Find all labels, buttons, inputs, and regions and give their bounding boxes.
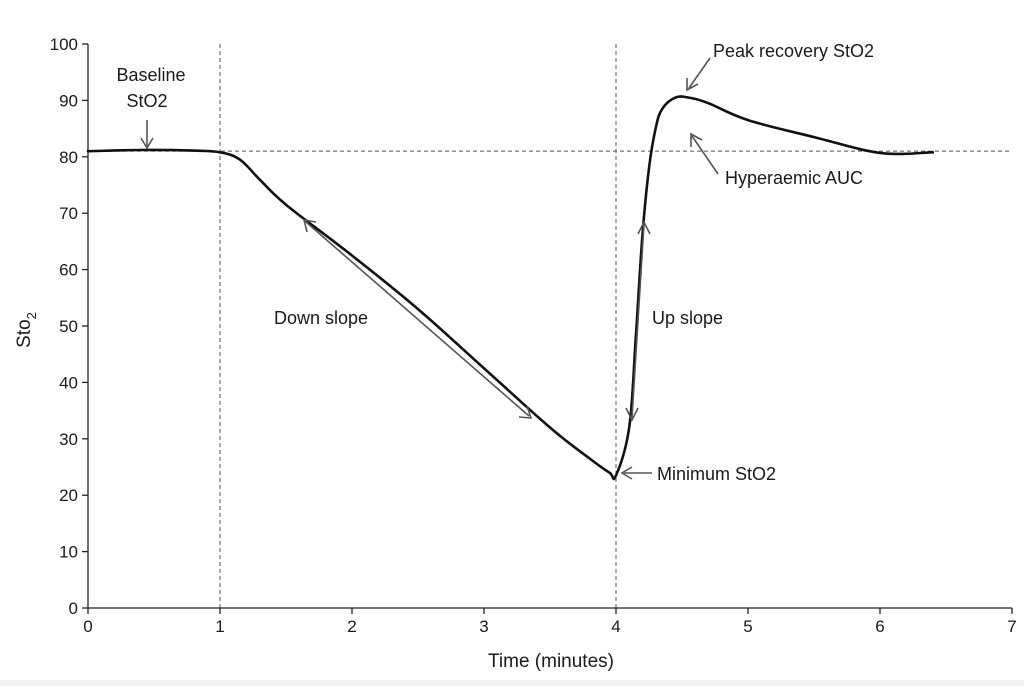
y-tick-label-4: 40 <box>59 373 78 392</box>
baseline-label-line1: Baseline <box>116 65 185 85</box>
y-tick-label-6: 60 <box>59 261 78 280</box>
y-axis-title: Sto2 <box>14 312 39 348</box>
x-tick-label-4: 4 <box>611 617 620 636</box>
axes <box>87 44 1012 609</box>
up-slope-arrow <box>631 223 645 419</box>
y-axis-title-subscript: 2 <box>24 312 39 319</box>
peak-arrowhead <box>686 78 699 92</box>
x-tick-label-3: 3 <box>479 617 488 636</box>
hyperaemic-label: Hyperaemic AUC <box>725 168 863 188</box>
reference-lines <box>88 44 1012 608</box>
hyperaemic-arrowhead <box>690 132 703 147</box>
y-tick-label-8: 80 <box>59 148 78 167</box>
bottom-strip <box>0 680 1024 686</box>
baseline-label-line2: StO2 <box>126 91 167 111</box>
minimum-arrowhead <box>620 466 633 480</box>
x-tick-label-5: 5 <box>743 617 752 636</box>
down-slope-arrow <box>305 221 530 417</box>
x-tick-label-2: 2 <box>347 617 356 636</box>
y-tick-label-10: 100 <box>50 35 78 54</box>
y-tick-label-2: 20 <box>59 486 78 505</box>
y-tick-label-3: 30 <box>59 430 78 449</box>
up-slope-arrowhead-top <box>637 220 651 235</box>
sto2-curve <box>86 95 935 481</box>
x-tick-label-6: 6 <box>875 617 884 636</box>
y-tick-label-5: 50 <box>59 317 78 336</box>
baseline-arrowhead <box>140 137 154 150</box>
y-tick-label-1: 10 <box>59 543 78 562</box>
down-slope-arrowhead-bottom <box>518 405 533 419</box>
up-slope-label: Up slope <box>652 308 723 328</box>
x-tick-label-1: 1 <box>215 617 224 636</box>
x-axis-title: Time (minutes) <box>488 651 614 672</box>
y-tick-label-0: 0 <box>69 599 78 618</box>
hyperaemic-arrow <box>691 135 719 175</box>
y-tick-label-9: 90 <box>59 91 78 110</box>
minimum-label: Minimum StO2 <box>657 464 776 484</box>
y-axis-title-main: Sto <box>14 319 35 348</box>
x-tick-label-7: 7 <box>1007 617 1016 636</box>
up-slope-arrowhead-bottom <box>625 407 639 422</box>
down-slope-label: Down slope <box>274 308 368 328</box>
down-slope-arrowhead-top <box>302 219 317 233</box>
annotation-arrows <box>140 57 719 480</box>
peak-arrow <box>688 57 711 89</box>
x-tick-label-0: 0 <box>83 617 92 636</box>
y-tick-label-7: 70 <box>59 204 78 223</box>
peak-label: Peak recovery StO2 <box>713 41 874 61</box>
